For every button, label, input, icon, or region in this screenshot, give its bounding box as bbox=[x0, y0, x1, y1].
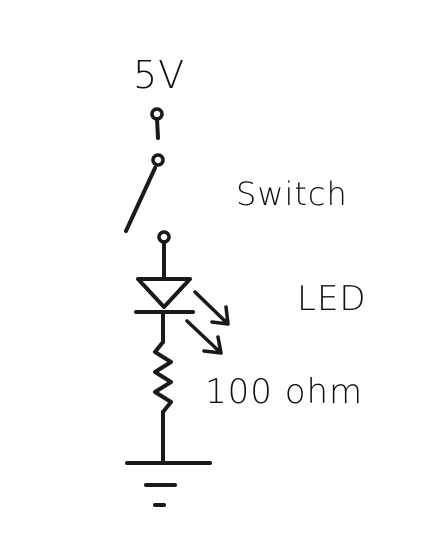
switch-symbol bbox=[124, 153, 171, 244]
supply-lead-wire bbox=[155, 117, 160, 140]
led-triangle bbox=[136, 277, 192, 309]
resistor-value-label: 100 ohm bbox=[205, 372, 363, 412]
switch-label: Switch bbox=[236, 175, 348, 213]
supply-voltage-label: 5V bbox=[133, 53, 185, 97]
switch-blade bbox=[124, 166, 157, 233]
led-label: LED bbox=[297, 279, 367, 319]
led-symbol bbox=[134, 277, 230, 355]
ground-symbol bbox=[125, 461, 212, 507]
led-upper-emission-arrow bbox=[193, 290, 230, 326]
resistor-symbol bbox=[153, 340, 173, 414]
led-lower-emission-arrow bbox=[185, 319, 223, 355]
switch-upper-contact bbox=[151, 153, 165, 167]
